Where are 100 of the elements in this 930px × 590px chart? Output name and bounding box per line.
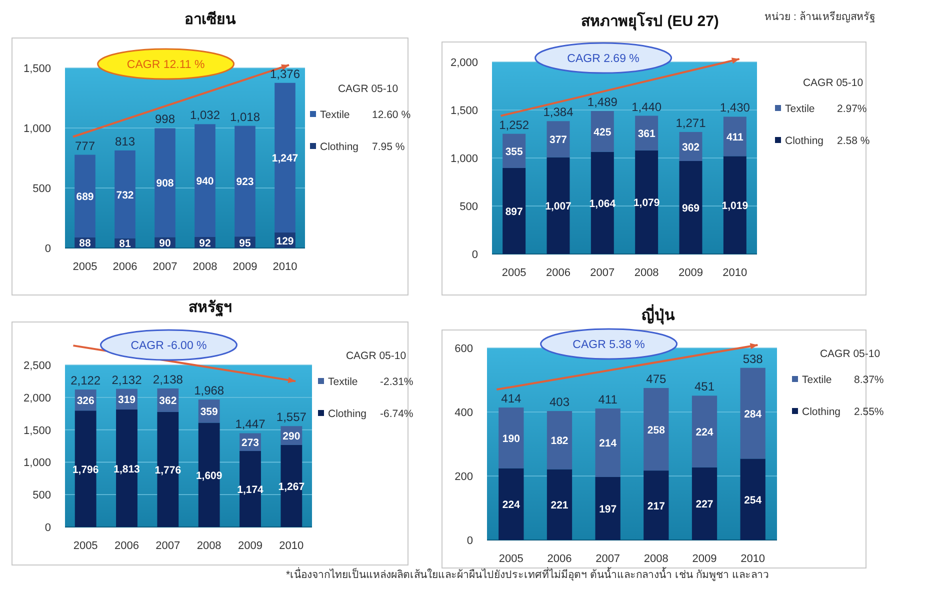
x-tick-label: 2010 xyxy=(722,267,748,279)
x-tick-label: 2006 xyxy=(546,267,570,279)
y-tick-label: 2,000 xyxy=(450,57,478,69)
y-tick-label: 0 xyxy=(466,535,473,547)
total-label: 1,384 xyxy=(543,105,574,120)
x-tick-label: 2007 xyxy=(590,267,615,279)
annotation: CAGR 12.11 % xyxy=(126,59,205,71)
chart-title: อาเซียน xyxy=(184,11,236,28)
data-label: 224 xyxy=(502,499,520,512)
x-tick-label: 2008 xyxy=(196,540,222,552)
data-label: 897 xyxy=(505,206,523,218)
text: CAGR 05-10 xyxy=(802,77,864,89)
x-tick-label: 2010 xyxy=(279,540,304,552)
y-tick-label: 0 xyxy=(44,243,51,255)
data-label: 355 xyxy=(505,146,523,158)
y-tick-label: 1,000 xyxy=(23,457,51,470)
data-label: 92 xyxy=(199,237,211,250)
data-label: 290 xyxy=(282,430,300,442)
x-tick-label: 2005 xyxy=(498,553,524,565)
data-label: 1,267 xyxy=(278,480,305,493)
text: 7.95 % xyxy=(372,141,405,153)
data-label: 732 xyxy=(116,189,134,202)
data-label: 95 xyxy=(239,237,251,250)
y-tick-label: 600 xyxy=(454,343,473,355)
total-label: 1,032 xyxy=(190,108,220,122)
x-tick-label: 2006 xyxy=(547,553,572,565)
y-tick-label: 500 xyxy=(32,490,51,502)
y-tick-label: 500 xyxy=(460,201,478,213)
data-label: 81 xyxy=(119,238,131,250)
text: 12.60 % xyxy=(372,109,411,121)
total-label: 403 xyxy=(549,395,570,410)
y-tick-label: 500 xyxy=(32,183,51,195)
total-label: 1,018 xyxy=(230,110,260,124)
text: 2.58 % xyxy=(837,135,870,147)
annotation: CAGR 5.38 % xyxy=(572,339,645,351)
x-tick-label: 2009 xyxy=(678,267,703,279)
data-label: 284 xyxy=(744,408,762,420)
text: CAGR 05-10 xyxy=(346,350,406,362)
data-label: 689 xyxy=(76,191,94,204)
y-tick-label: 0 xyxy=(44,522,51,534)
data-label: 1,609 xyxy=(196,470,222,482)
x-tick-label: 2009 xyxy=(238,540,262,552)
data-label: 1,064 xyxy=(589,198,616,210)
total-label: 813 xyxy=(114,134,136,148)
data-label: 182 xyxy=(550,435,568,448)
data-label: 359 xyxy=(200,406,218,418)
data-label: 1,019 xyxy=(722,200,748,212)
text: CAGR 05-10 xyxy=(338,83,398,95)
y-tick-label: 2,000 xyxy=(23,392,51,404)
total-label: 1,252 xyxy=(499,118,530,132)
total-label: 475 xyxy=(646,372,666,386)
total-label: 777 xyxy=(74,138,96,153)
legend-label: Clothing xyxy=(328,408,367,420)
x-tick-label: 2005 xyxy=(502,267,526,279)
chart-title: สหภาพยุโรป (EU 27) xyxy=(581,11,719,31)
total-label: 1,447 xyxy=(235,417,266,432)
data-label: 197 xyxy=(599,503,617,516)
chart-title: สหรัฐฯ xyxy=(188,299,232,317)
legend-label: Clothing xyxy=(785,135,824,147)
legend-label: Clothing xyxy=(802,406,841,418)
text: หน่วย : ล้านเหรียญสหรัฐ xyxy=(764,10,876,23)
data-label: 361 xyxy=(638,128,656,140)
x-tick-label: 2006 xyxy=(114,540,139,552)
total-label: 2,122 xyxy=(70,373,101,388)
data-label: 254 xyxy=(744,494,762,506)
data-label: 224 xyxy=(696,426,714,439)
x-tick-label: 2005 xyxy=(72,261,98,273)
data-label: 214 xyxy=(599,438,617,450)
data-label: 227 xyxy=(696,498,714,511)
legend-label: Textile xyxy=(802,374,832,386)
data-label: 1,007 xyxy=(545,200,572,213)
text: CAGR 05-10 xyxy=(820,348,880,360)
data-label: 258 xyxy=(647,424,666,436)
data-label: 326 xyxy=(76,395,94,408)
x-tick-label: 2008 xyxy=(644,553,668,565)
total-label: 1,489 xyxy=(587,95,618,110)
y-tick-label: 2,500 xyxy=(23,360,51,372)
data-label: 923 xyxy=(236,176,254,188)
total-label: 1,430 xyxy=(720,100,750,115)
text: -2.31% xyxy=(380,376,414,388)
total-label: 538 xyxy=(742,352,764,366)
data-label: 1,174 xyxy=(237,484,264,496)
x-tick-label: 2008 xyxy=(634,267,659,279)
data-label: 1,796 xyxy=(72,464,99,476)
total-label: 451 xyxy=(694,380,715,394)
data-label: 90 xyxy=(159,238,171,250)
y-tick-label: 1,500 xyxy=(450,105,478,117)
x-tick-label: 2005 xyxy=(73,540,98,552)
y-tick-label: 1,000 xyxy=(23,123,51,135)
total-label: 2,132 xyxy=(112,372,142,387)
data-label: 1,079 xyxy=(633,197,660,210)
text: 2.97% xyxy=(837,103,867,115)
data-label: 377 xyxy=(549,134,568,146)
y-tick-label: 1,500 xyxy=(23,424,51,437)
legend-label: Textile xyxy=(328,376,358,388)
data-label: 969 xyxy=(682,202,700,214)
total-label: 411 xyxy=(598,392,618,406)
x-tick-label: 2007 xyxy=(596,553,620,565)
y-tick-label: 0 xyxy=(472,249,478,261)
chart-title: ญี่ปุ่น xyxy=(642,304,676,325)
